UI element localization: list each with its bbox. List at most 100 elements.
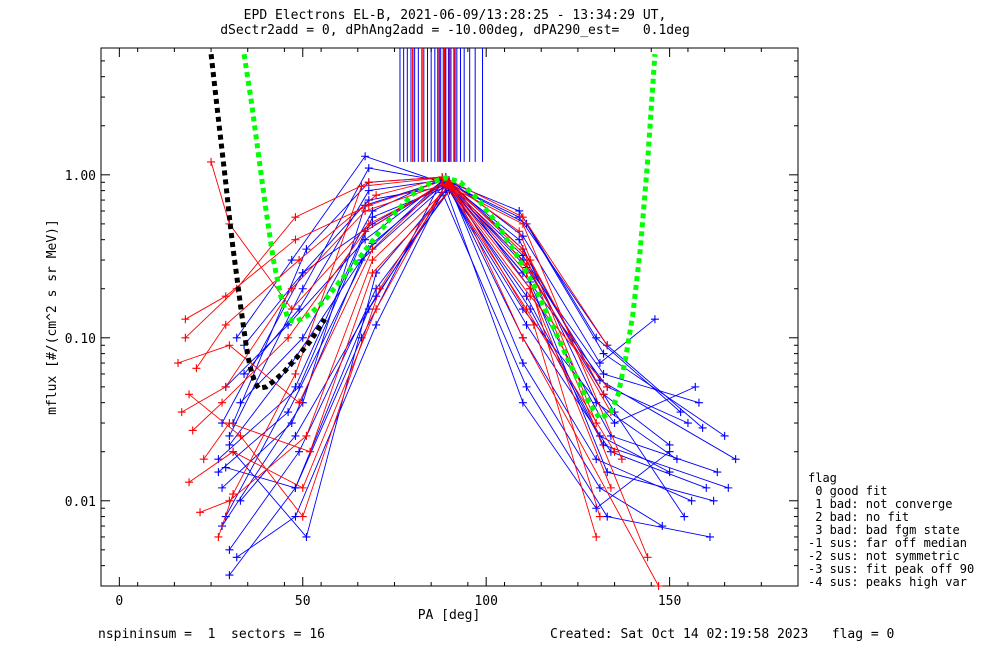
footer-spin-info: nspininsum = 1 sectors = 16: [98, 627, 325, 642]
data-point: [361, 152, 370, 161]
data-point: [181, 315, 190, 324]
data-point: [214, 532, 223, 541]
data-point: [284, 333, 293, 342]
axes: 0 50 100 150 0.01 0.10 1.00: [65, 47, 798, 609]
data-point: [368, 245, 377, 254]
data-point: [306, 447, 315, 456]
fit-curve-green: [241, 53, 658, 422]
data-point: [595, 483, 604, 492]
data-point: [529, 320, 538, 329]
data-point: [361, 206, 370, 215]
data-point: [302, 245, 311, 254]
data-point: [610, 447, 619, 456]
data-point: [368, 256, 377, 265]
data-point: [218, 398, 227, 407]
data-point: [650, 315, 659, 324]
series-line: [243, 185, 729, 489]
data-point: [225, 440, 234, 449]
data-point: [229, 490, 238, 499]
data-point: [221, 463, 230, 472]
footer-created-info: Created: Sat Oct 14 02:19:58 2023 flag =…: [550, 627, 895, 642]
series-28: [185, 180, 626, 521]
data-point: [207, 157, 216, 166]
legend-item: -2 sus: not symmetric: [808, 549, 960, 563]
legend-item: 1 bad: not converge: [808, 497, 953, 511]
data-point: [665, 440, 674, 449]
data-point: [364, 186, 373, 195]
data-point: [295, 256, 304, 265]
data-point: [199, 455, 208, 464]
data-point: [284, 320, 293, 329]
data-point: [364, 201, 373, 210]
series-14: [229, 172, 659, 428]
data-point: [709, 496, 718, 505]
data-point: [181, 333, 190, 342]
data-point: [192, 364, 201, 373]
series-line: [229, 189, 707, 551]
data-point: [298, 284, 307, 293]
data-point: [694, 398, 703, 407]
series-line: [192, 180, 601, 517]
y-tick-label: 1.00: [65, 169, 96, 184]
data-point: [368, 268, 377, 277]
data-point: [724, 483, 733, 492]
data-point: [221, 382, 230, 391]
x-tick-label: 100: [474, 594, 497, 609]
x-axis-label: PA [deg]: [418, 608, 481, 623]
data-point: [357, 182, 366, 191]
legend-item: -3 sus: fit peak off 90: [808, 562, 975, 576]
chart-title-line-2: dSectr2add = 0, dPhAng2add = -10.00deg, …: [220, 23, 690, 38]
series-15: [236, 184, 696, 505]
data-point: [284, 408, 293, 417]
data-point: [654, 582, 663, 590]
data-point: [302, 532, 311, 541]
data-point: [188, 426, 197, 435]
data-point: [518, 232, 527, 241]
data-point: [372, 191, 381, 200]
data-point: [603, 512, 612, 521]
legend-heading: flag: [808, 471, 837, 485]
series-27: [207, 157, 601, 541]
data-point: [372, 305, 381, 314]
series-line: [229, 181, 685, 517]
series-16: [218, 176, 707, 531]
data-point: [287, 256, 296, 265]
legend-item: 3 bad: bad fgm state: [808, 523, 960, 537]
data-point: [515, 235, 524, 244]
data-point: [603, 341, 612, 350]
legend-item: 0 good fit: [808, 484, 888, 498]
series-line: [188, 184, 623, 518]
data-point: [595, 359, 604, 368]
data-point: [592, 532, 601, 541]
data-point: [375, 284, 384, 293]
data-point: [298, 268, 307, 277]
data-point: [702, 483, 711, 492]
data-point: [229, 447, 238, 456]
data-point: [518, 333, 527, 342]
data-point: [595, 376, 604, 385]
data-point: [526, 292, 535, 301]
data-series: [174, 152, 740, 590]
x-tick-label: 150: [658, 594, 681, 609]
data-point: [295, 447, 304, 456]
data-point: [287, 305, 296, 314]
legend-item: -4 sus: peaks high var: [808, 575, 967, 589]
data-point: [291, 369, 300, 378]
data-point: [518, 213, 527, 222]
data-point: [287, 284, 296, 293]
data-point: [522, 382, 531, 391]
series-4: [225, 186, 711, 554]
data-point: [665, 468, 674, 477]
data-point: [643, 553, 652, 562]
pitch-angle-markers: [399, 48, 484, 162]
series-30: [199, 183, 663, 590]
series-13: [214, 179, 722, 477]
flag-legend: flag 0 good fit 1 bad: not converge 2 ba…: [808, 472, 974, 589]
data-point: [298, 333, 307, 342]
data-point: [240, 369, 249, 378]
data-point: [595, 512, 604, 521]
fit-curves: [208, 53, 658, 422]
data-point: [295, 398, 304, 407]
data-point: [221, 292, 230, 301]
data-point: [518, 245, 527, 254]
